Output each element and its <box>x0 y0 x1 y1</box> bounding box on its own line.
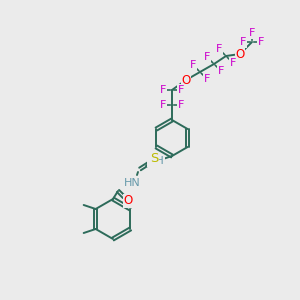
Text: F: F <box>258 37 264 47</box>
Text: F: F <box>218 66 224 76</box>
Text: O: O <box>182 74 190 86</box>
Text: NH: NH <box>148 156 164 166</box>
Text: O: O <box>236 47 244 61</box>
Text: F: F <box>190 60 196 70</box>
Text: F: F <box>230 58 236 68</box>
Text: F: F <box>204 52 210 62</box>
Text: F: F <box>240 37 246 47</box>
Text: F: F <box>216 44 222 54</box>
Text: HN: HN <box>124 178 140 188</box>
Text: S: S <box>150 152 158 166</box>
Text: F: F <box>160 100 166 110</box>
Text: F: F <box>160 85 166 95</box>
Text: F: F <box>178 100 184 110</box>
Text: F: F <box>178 85 184 95</box>
Text: F: F <box>249 28 255 38</box>
Text: O: O <box>123 194 133 208</box>
Text: F: F <box>204 74 210 84</box>
